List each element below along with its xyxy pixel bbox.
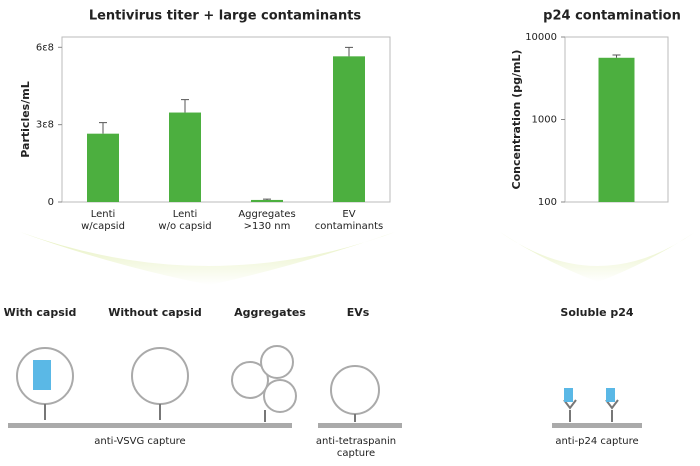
bar [251, 199, 283, 202]
error-bar [612, 54, 621, 58]
diagram-caption: anti-VSVG capture [94, 436, 185, 447]
diagram-label: With capsid [4, 306, 77, 319]
error-bar [345, 46, 353, 57]
error-bar [181, 99, 189, 113]
y-tick-label: 0 [48, 197, 54, 208]
y-axis-label: Concentration (pg/mL) [510, 50, 523, 190]
y-tick-label: 1000 [532, 115, 557, 126]
x-tick-label: EV contaminants [315, 209, 383, 232]
y-tick-label: 100 [538, 197, 557, 208]
x-tick-label: Lenti w/o capsid [158, 209, 211, 232]
bar [169, 112, 201, 202]
bar [333, 56, 365, 202]
x-tick-label: Aggregates >130 nm [238, 209, 295, 232]
y-axis-label: Particles/mL [19, 81, 32, 157]
plot-frame [61, 36, 391, 203]
y-tick-label: 10000 [525, 32, 557, 43]
diagram-label: Soluble p24 [560, 306, 634, 319]
error-bar [263, 198, 271, 200]
illustration [8, 345, 642, 428]
diagram-label: EVs [347, 306, 370, 319]
diagram-caption: anti-p24 capture [555, 436, 638, 447]
chart-title: p24 contamination [543, 9, 681, 24]
diagram-label: Aggregates [234, 306, 306, 319]
x-tick-label: Lenti w/capsid [81, 209, 125, 232]
chart-title: Lentivirus titer + large contaminants [89, 9, 362, 24]
bar [598, 57, 635, 202]
diagram-caption: anti-tetraspanin capture [316, 436, 396, 459]
fan [20, 232, 395, 285]
fan [500, 232, 695, 282]
y-tick-label: 6ε8 [36, 42, 54, 53]
diagram-label: Without capsid [108, 306, 201, 319]
error-bar [99, 122, 107, 134]
y-tick-label: 3ε8 [36, 120, 54, 131]
bar [87, 133, 119, 202]
